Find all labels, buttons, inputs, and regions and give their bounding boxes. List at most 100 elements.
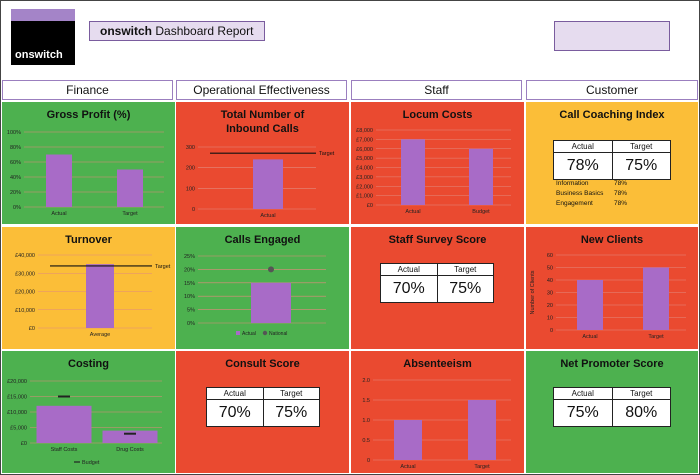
tile-title: Staff Survey Score (388, 234, 487, 246)
tile-consult-score: Consult Score Actual Target 70% 75% (176, 351, 349, 473)
y-tick-label: 40 (547, 278, 553, 284)
column-customer: Customer (526, 80, 698, 100)
column-staff: Staff (351, 80, 522, 100)
breakdown-value: 78% (614, 180, 628, 187)
x-tick-label: Drug Costs (116, 447, 144, 453)
y-tick-label: 0 (367, 458, 370, 464)
target-value: 75% (262, 400, 320, 426)
kpi-table: Actual Target 75% 80% (553, 387, 671, 427)
tile-costing: Costing £0 £5,000 £10,000 £15,000 £20,000 Sta… (2, 351, 175, 473)
logo-strip (11, 9, 75, 21)
y-tick-label: 50 (547, 266, 553, 272)
bar (36, 405, 92, 443)
gross-profit-chart: 0% 20% 40% 60% 80% 100% Actual Target (7, 130, 164, 217)
y-tick-label: £5,000 (356, 156, 373, 162)
breakdown-label: Information (556, 180, 589, 187)
y-tick-label: 100% (7, 130, 21, 136)
y-tick-label: 0.5 (362, 438, 370, 444)
tile-title: New Clients (580, 234, 644, 246)
actual-value: 70% (392, 280, 425, 297)
tile-new-clients: New Clients 0 10 20 30 40 50 60 Number of Clien… (526, 227, 698, 349)
actual-value: 78% (566, 157, 599, 174)
actual-header: Actual (397, 265, 420, 274)
bar (394, 420, 422, 460)
kpi-table: Actual Target 78% 75% (553, 140, 671, 180)
y-tick-label: 25% (184, 254, 195, 260)
actual-header: Actual (571, 389, 594, 398)
actual-header: Actual (571, 142, 594, 151)
y-tick-label: 15% (184, 281, 195, 287)
actual-header: Actual (223, 389, 246, 398)
legend-swatch-actual (236, 331, 240, 335)
x-tick-label: Actual (260, 213, 275, 219)
y-tick-label: 100 (186, 186, 195, 192)
legend-budget: Budget (82, 460, 100, 466)
breakdown-row: Business Basics 78% (556, 189, 646, 199)
tile-title: Locum Costs (402, 109, 473, 121)
y-tick-label: £20,000 (15, 290, 35, 296)
kpi-table: Actual Target 70% 75% (380, 263, 494, 303)
report-title-box: onswitch Dashboard Report (89, 21, 265, 41)
tile-title: Calls Engaged (224, 234, 301, 246)
header-empty-box (554, 21, 670, 51)
y-tick-label: £5,000 (10, 426, 27, 432)
x-tick-label: Actual (582, 334, 597, 340)
x-tick-label: Actual (400, 464, 415, 470)
target-value: 80% (611, 400, 671, 426)
y-tick-label: £40,000 (15, 253, 35, 259)
bar (86, 264, 114, 328)
y-tick-label: 10% (184, 294, 195, 300)
bar (577, 280, 603, 330)
x-tick-label: Target (648, 334, 664, 340)
column-headers: Finance Operational Effectiveness Staff … (1, 80, 700, 100)
y-tick-label: £1,000 (356, 194, 373, 200)
target-header: Target (262, 388, 320, 399)
x-tick-label: Average (90, 332, 110, 338)
new-clients-chart: 0 10 20 30 40 50 60 Number of Clients Actual Targ… (530, 253, 686, 340)
logo-text: onswitch (15, 49, 63, 61)
y-tick-label: 0 (192, 207, 195, 213)
y-tick-label: 5% (187, 308, 195, 314)
tile-call-coaching: Call Coaching Index Actual Target 78% 75% … (526, 102, 698, 224)
y-tick-label: 20 (547, 303, 553, 309)
x-tick-label: Budget (472, 209, 490, 215)
actual-value: 75% (566, 404, 599, 421)
breakdown-row: Information 78% (556, 179, 646, 189)
x-tick-label: Actual (51, 211, 66, 217)
bar (468, 400, 496, 460)
y-tick-label: £15,000 (7, 395, 27, 401)
legend-actual: Actual (242, 331, 256, 337)
target-header: Target (611, 141, 671, 152)
legend-swatch-national (262, 330, 268, 336)
tile-calls-engaged: Calls Engaged 0% 5% 10% 15% 20% 25% Actual Nati… (176, 227, 349, 349)
breakdown-value: 78% (614, 200, 628, 207)
breakdown-row: Engagement 78% (556, 199, 646, 209)
coaching-breakdown: Information 78% Business Basics 78% Engage… (556, 179, 646, 209)
costing-chart: £0 £5,000 £10,000 £15,000 £20,000 Staff Costs… (7, 379, 162, 466)
y-tick-label: 300 (186, 145, 195, 151)
calls-engaged-chart: 0% 5% 10% 15% 20% 25% Actual National (184, 254, 326, 337)
bar (253, 159, 283, 209)
tile-title: Costing (68, 358, 109, 370)
y-tick-label: £8,000 (356, 128, 373, 134)
y-tick-label: £0 (21, 441, 27, 447)
y-tick-label: £30,000 (15, 271, 35, 277)
y-tick-label: 20% (184, 267, 195, 273)
tile-gross-profit: Gross Profit (%) 0% 20% 40% 60% 80% 100% Actua… (2, 102, 175, 224)
y-tick-label: 1.5 (362, 398, 370, 404)
column-operational: Operational Effectiveness (176, 80, 347, 100)
locum-costs-chart: £0 £1,000 £2,000 £3,000 £4,000 £5,000 £6,000 £7… (356, 128, 511, 215)
tile-title: Total Number of Inbound Calls (220, 109, 305, 135)
tile-title: Consult Score (225, 358, 300, 370)
y-tick-label: 40% (10, 175, 21, 181)
x-tick-label: Target (122, 211, 138, 217)
x-tick-label: Staff Costs (51, 447, 78, 453)
breakdown-value: 78% (614, 190, 628, 197)
bar (401, 139, 425, 205)
y-tick-label: £6,000 (356, 147, 373, 153)
y-tick-label: £0 (367, 203, 373, 209)
tile-absenteeism: Absenteeism 0 0.5 1.0 1.5 2.0 Actual Target (351, 351, 524, 473)
y-tick-label: 2.0 (362, 378, 370, 384)
tile-title: Gross Profit (%) (46, 109, 131, 121)
bar (469, 148, 493, 205)
